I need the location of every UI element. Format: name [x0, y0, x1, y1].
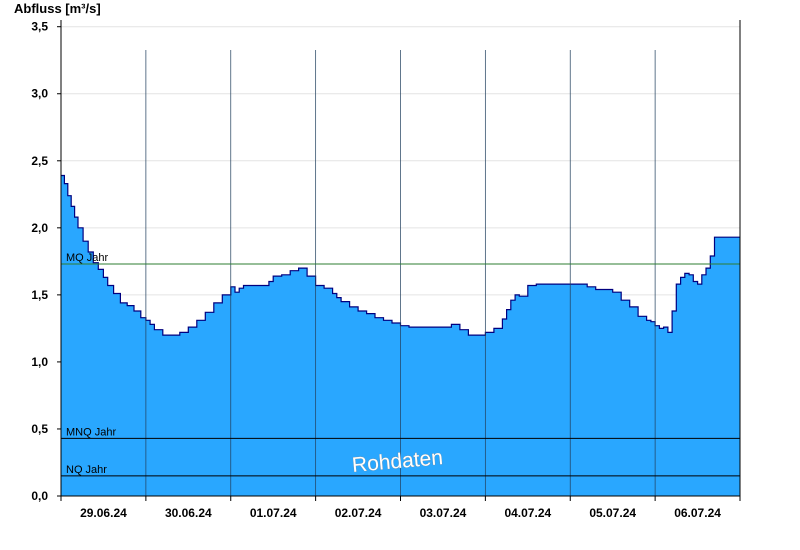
y-tick-label: 1,5	[31, 288, 48, 302]
y-tick-label: 2,0	[31, 221, 48, 235]
y-tick-label: 3,5	[31, 20, 48, 34]
x-tick-label: 30.06.24	[165, 506, 212, 520]
y-tick-label: 0,5	[31, 422, 48, 436]
x-tick-label: 29.06.24	[80, 506, 127, 520]
y-tick-label: 3,0	[31, 87, 48, 101]
discharge-line	[61, 174, 740, 336]
reference-lines: MQ Jahr MNQ Jahr NQ Jahr	[61, 252, 740, 477]
x-tick-label: 02.07.24	[335, 506, 382, 520]
x-tick-label: 05.07.24	[589, 506, 636, 520]
reference-line-label: MQ Jahr	[66, 252, 109, 264]
y-tick-label: 0,0	[31, 489, 48, 503]
day-separators	[145, 50, 656, 496]
y-tick-label: 2,5	[31, 154, 48, 168]
y-tick-label: 1,0	[31, 355, 48, 369]
reference-line-label: NQ Jahr	[66, 464, 107, 476]
y-ticks: 0,0 0,5 1,0 1,5 2,0 2,5 3,0 3,5	[31, 20, 61, 503]
y-axis-label: Abfluss [m³/s]	[14, 1, 101, 16]
reference-line-label: MNQ Jahr	[66, 426, 116, 438]
x-tick-label: 04.07.24	[504, 506, 551, 520]
x-tick-label: 01.07.24	[250, 506, 297, 520]
x-tick-label: 03.07.24	[420, 506, 467, 520]
x-ticks: 29.06.24 30.06.24 01.07.24 02.07.24 03.07.24…	[60, 496, 741, 520]
x-tick-label: 06.07.24	[674, 506, 721, 520]
